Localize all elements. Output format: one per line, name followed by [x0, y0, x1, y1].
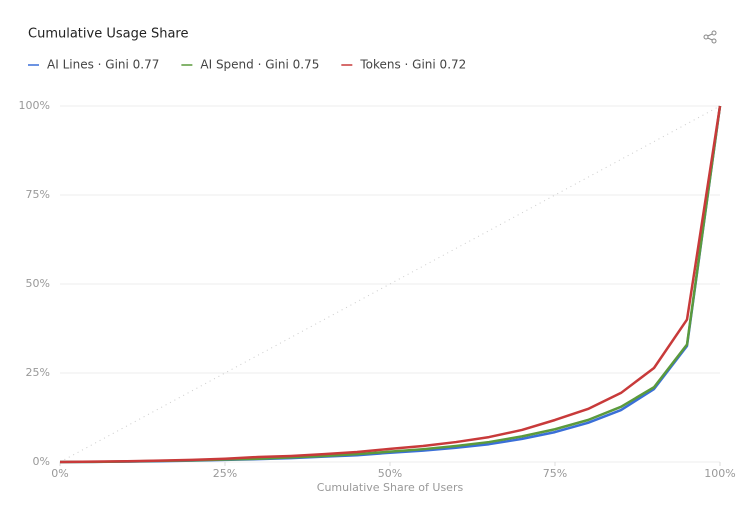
- y-tick-label: 75%: [26, 188, 50, 201]
- x-tick-label: 50%: [378, 467, 402, 480]
- share-icon: [711, 30, 717, 36]
- x-axis-label: Cumulative Share of Users: [317, 481, 464, 494]
- share-icon: [707, 37, 713, 41]
- x-tick-label: 75%: [543, 467, 567, 480]
- share-button[interactable]: [703, 30, 717, 44]
- series-line: [59, 105, 722, 464]
- legend-label: AI Spend · Gini 0.75: [200, 58, 319, 72]
- x-tick-label: 0%: [51, 467, 68, 480]
- legend-label: AI Lines · Gini 0.77: [47, 58, 159, 72]
- x-tick-label: 100%: [704, 467, 735, 480]
- y-tick-label: 50%: [26, 277, 50, 290]
- y-tick-label: 0%: [33, 455, 50, 468]
- legend-label: Tokens · Gini 0.72: [359, 58, 466, 72]
- chart-title: Cumulative Usage Share: [28, 27, 188, 42]
- y-tick-label: 25%: [26, 366, 50, 379]
- y-tick-label: 100%: [19, 99, 50, 112]
- share-icon: [703, 34, 709, 40]
- share-icon: [707, 33, 713, 37]
- x-tick-label: 25%: [213, 467, 237, 480]
- share-icon: [711, 38, 717, 44]
